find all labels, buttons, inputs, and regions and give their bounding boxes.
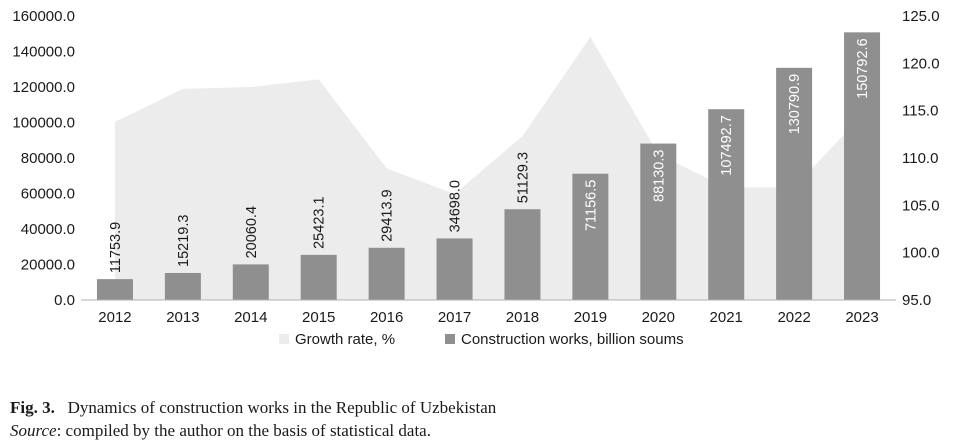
bar-2022 [776,67,813,300]
x-tick-label: 2020 [642,309,675,326]
source-text: : compiled by the author on the basis of… [56,421,431,440]
x-tick-label: 2018 [506,309,539,326]
data-label-2019: 71156.5 [583,180,599,231]
legend-label-growth-rate: Growth rate, % [295,331,395,348]
y-left-tick-label: 160000.0 [12,8,75,25]
source-label: Source [10,421,57,440]
data-label-2018: 51129.3 [515,152,531,203]
y-left-tick-label: 100000.0 [12,115,75,132]
data-label-2017: 34698.0 [448,180,464,232]
y-right-tick-label: 105.0 [902,197,940,214]
x-tick-label: 2021 [710,309,743,326]
y-right-tick-label: 120.0 [902,55,940,72]
x-tick-label: 2023 [845,309,878,326]
figure-caption: Fig. 3. Dynamics of construction works i… [10,398,496,418]
y-left-tick-label: 80000.0 [21,150,75,167]
y-left-tick-label: 20000.0 [21,257,75,274]
bar-2023 [844,32,881,300]
bar-2015 [300,254,337,300]
y-left-tick-label: 40000.0 [21,221,75,238]
y-left-tick-label: 120000.0 [12,79,75,96]
x-tick-label: 2015 [302,309,335,326]
figure-label: Fig. 3. [10,398,55,417]
y-right-tick-label: 115.0 [902,103,938,120]
bar-2017 [436,238,473,300]
y-left-tick-label: 140000.0 [12,44,75,61]
growth-rate-area [114,36,863,301]
data-label-2013: 15219.3 [176,215,192,267]
x-tick-label: 2014 [234,309,267,326]
data-label-2022: 130790.9 [787,74,803,134]
y-right-tick-label: 110.0 [902,150,938,167]
data-label-2016: 29413.9 [380,189,396,241]
data-label-2014: 20060.4 [244,206,260,258]
x-tick-label: 2019 [574,309,607,326]
legend-swatch-growth-rate [279,334,289,344]
bar-2020 [640,143,677,300]
x-tick-label: 2016 [370,309,403,326]
bar-2019 [572,173,609,300]
figure-title: Dynamics of construction works in the Re… [67,398,497,417]
chart: 0.0 20000.0 40000.0 60000.0 80000.0 100000.0 1… [12,8,940,348]
data-label-2021: 107492.7 [719,115,735,175]
bar-2018 [504,209,541,300]
data-label-2012: 11753.9 [108,222,124,273]
y-right-tick-label: 100.0 [902,245,940,262]
y-right-tick-label: 95.0 [902,292,931,309]
bar-2016 [368,247,405,300]
bar-2021 [708,109,745,300]
x-tick-label: 2022 [777,309,810,326]
bar-2013 [164,272,201,300]
legend-swatch-construction-works [445,334,455,344]
figure-source: Source: compiled by the author on the ba… [10,421,431,441]
bar-2014 [232,264,269,300]
y-right-tick-label: 125.0 [902,8,940,25]
bar-2012 [96,279,133,300]
y-left-tick-label: 60000.0 [21,186,75,203]
legend-label-construction-works: Construction works, billion soums [461,331,684,348]
x-tick-label: 2013 [166,309,199,326]
data-label-2023: 150792.6 [855,38,871,98]
y-left-tick-label: 0.0 [54,292,75,309]
x-tick-label: 2017 [438,309,471,326]
x-tick-label: 2012 [98,309,131,326]
data-label-2020: 88130.3 [651,150,667,202]
data-label-2015: 25423.1 [312,196,328,248]
